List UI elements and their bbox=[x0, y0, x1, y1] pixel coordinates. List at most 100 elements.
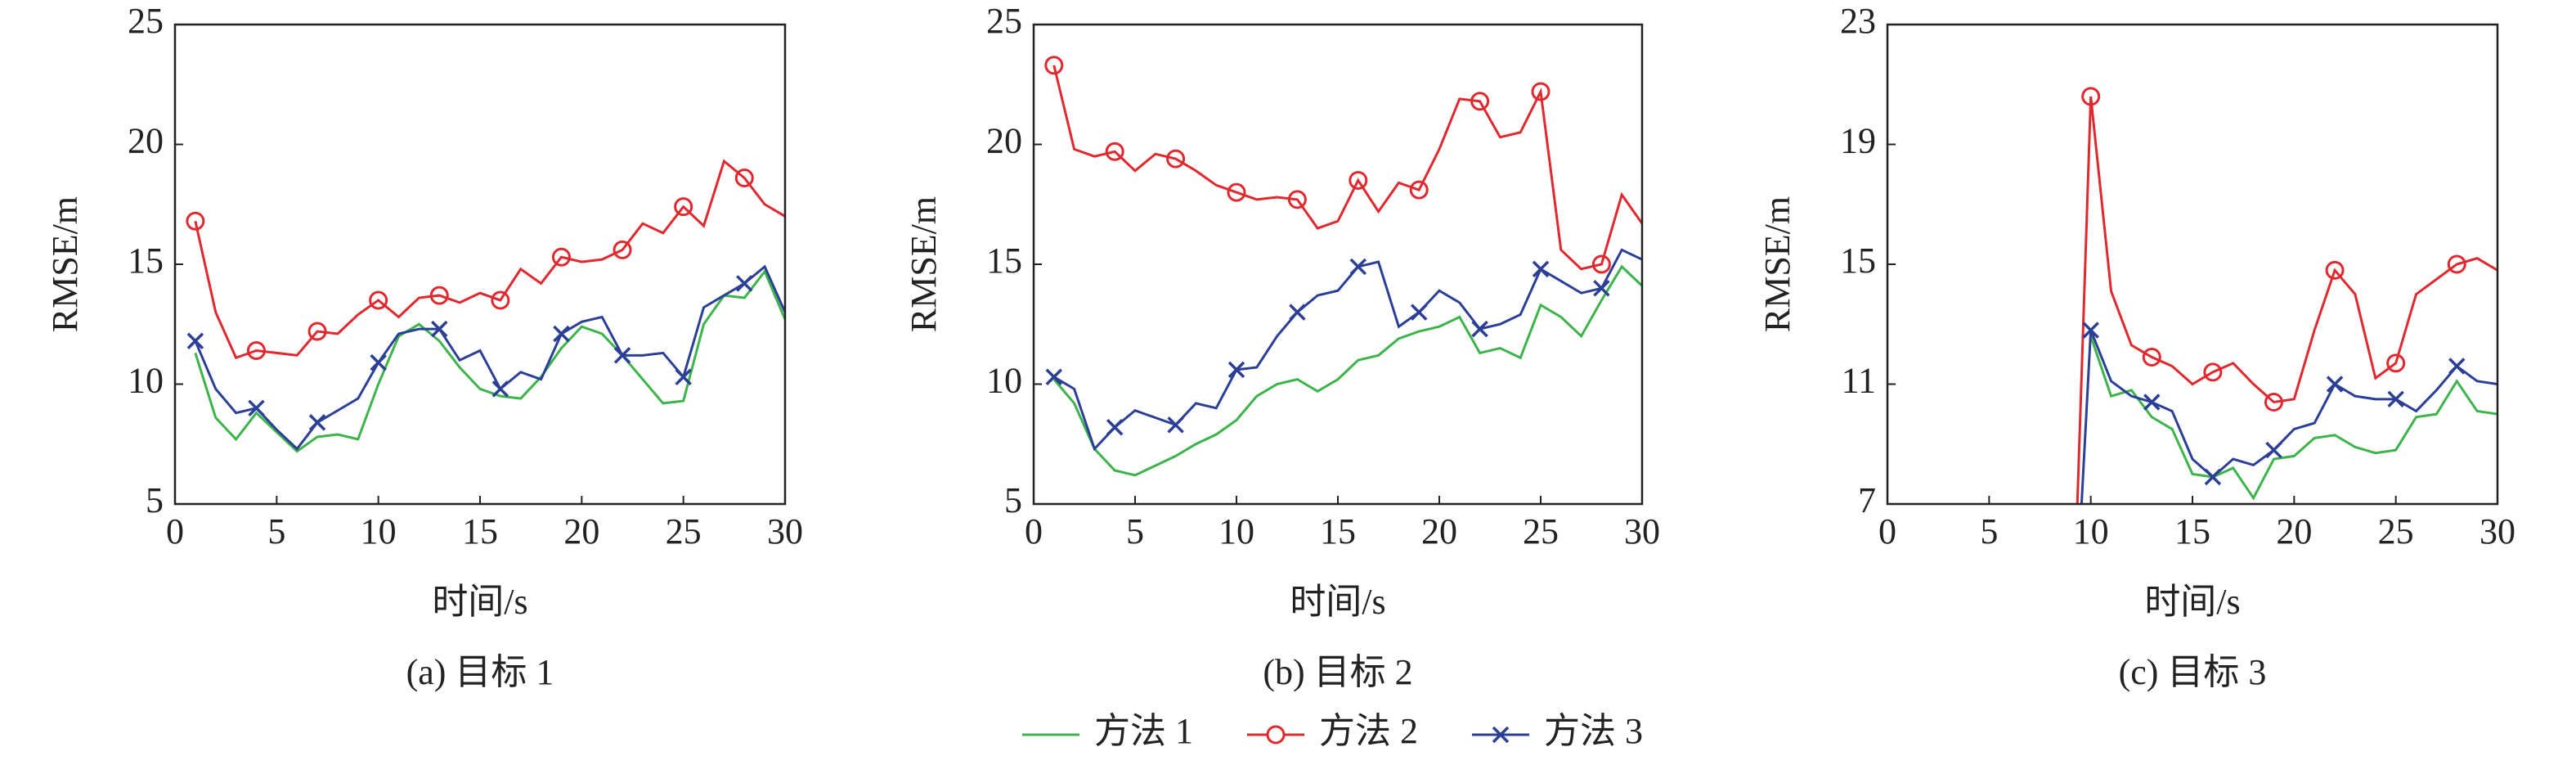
y-tick-label: 20 bbox=[986, 121, 1022, 161]
line-series bbox=[2076, 96, 2497, 504]
plot-area bbox=[194, 159, 785, 453]
y-tick-label: 7 bbox=[1858, 480, 1876, 520]
x-tick-label: 0 bbox=[1878, 511, 1896, 551]
x-tick-label: 25 bbox=[666, 511, 702, 551]
marker bbox=[613, 347, 631, 364]
x-tick-label: 10 bbox=[2073, 511, 2109, 551]
marker bbox=[431, 320, 448, 338]
y-tick-label: 25 bbox=[986, 1, 1022, 41]
marker bbox=[2143, 394, 2161, 411]
legend-label: 方法 1 bbox=[1094, 711, 1193, 751]
x-tick-label: 15 bbox=[1320, 511, 1356, 551]
marker bbox=[186, 211, 205, 231]
x-tick-label: 20 bbox=[2276, 511, 2312, 551]
legend-marker bbox=[1492, 726, 1510, 744]
line-series bbox=[2080, 330, 2497, 504]
marker bbox=[553, 325, 570, 343]
marker bbox=[1106, 419, 1124, 436]
x-tick-label: 15 bbox=[2174, 511, 2210, 551]
marker bbox=[1227, 182, 1246, 202]
marker bbox=[370, 353, 387, 371]
x-axis-label: 时间/s bbox=[432, 582, 527, 622]
marker bbox=[248, 399, 265, 417]
axes-frame bbox=[173, 23, 787, 506]
marker bbox=[2204, 468, 2222, 486]
marker bbox=[1531, 82, 1551, 101]
marker bbox=[1410, 304, 1428, 321]
marker bbox=[1471, 320, 1488, 338]
marker bbox=[1105, 142, 1124, 161]
x-tick-label: 30 bbox=[1624, 511, 1660, 551]
y-tick-label: 19 bbox=[1840, 121, 1876, 161]
marker bbox=[551, 247, 571, 267]
marker bbox=[2387, 390, 2404, 408]
marker bbox=[308, 414, 326, 431]
plot-area bbox=[1052, 65, 1642, 477]
line-series bbox=[194, 268, 785, 453]
caption: (a) 目标 1 bbox=[406, 652, 554, 692]
marker bbox=[1166, 149, 1186, 169]
line-series bbox=[1053, 248, 1642, 452]
marker bbox=[736, 275, 753, 292]
marker bbox=[307, 322, 327, 341]
plot-area bbox=[2076, 96, 2497, 504]
x-tick-label: 30 bbox=[767, 511, 803, 551]
x-tick-label: 20 bbox=[1421, 511, 1457, 551]
y-tick-label: 11 bbox=[1842, 361, 1876, 401]
y-tick-label: 15 bbox=[1840, 241, 1876, 281]
legend-marker bbox=[1266, 725, 1286, 745]
x-tick-label: 5 bbox=[1980, 511, 1998, 551]
y-axis-label: RMSE/m bbox=[1757, 196, 1797, 332]
marker bbox=[2265, 441, 2282, 459]
y-tick-label: 15 bbox=[986, 241, 1022, 281]
y-tick-label: 23 bbox=[1840, 1, 1876, 41]
marker bbox=[613, 240, 632, 259]
marker bbox=[675, 368, 692, 385]
marker bbox=[491, 380, 509, 398]
marker bbox=[674, 197, 693, 217]
y-tick-label: 10 bbox=[128, 361, 164, 401]
x-tick-label: 30 bbox=[2480, 511, 2515, 551]
marker bbox=[491, 290, 510, 310]
marker bbox=[1227, 361, 1245, 379]
marker bbox=[1532, 260, 1550, 278]
marker bbox=[2264, 392, 2283, 412]
y-axis-label: RMSE/m bbox=[45, 196, 85, 332]
caption: (b) 目标 2 bbox=[1263, 652, 1412, 692]
x-axis-label: 时间/s bbox=[2144, 582, 2240, 622]
x-tick-label: 0 bbox=[1025, 511, 1043, 551]
marker bbox=[1593, 280, 1610, 297]
marker bbox=[1167, 416, 1184, 434]
x-tick-label: 20 bbox=[563, 511, 599, 551]
line-series bbox=[2089, 335, 2497, 501]
y-tick-label: 5 bbox=[146, 480, 164, 520]
x-tick-label: 15 bbox=[462, 511, 498, 551]
marker bbox=[2081, 87, 2101, 106]
legend: 方法 1 方法 2 方法 3 bbox=[1022, 711, 1643, 751]
caption: (c) 目标 3 bbox=[2119, 652, 2267, 692]
marker bbox=[2447, 254, 2466, 274]
subplot: 0 5 10 15 20 25 30 7 11 15 19 23 时间/s (c) 目标 3 RMSE/m bbox=[1757, 1, 2515, 692]
axes-frame bbox=[1886, 23, 2499, 506]
marker bbox=[2448, 358, 2466, 375]
marker bbox=[1349, 170, 1368, 190]
marker bbox=[1591, 254, 1611, 274]
marker bbox=[1289, 304, 1306, 321]
line-series bbox=[194, 264, 785, 451]
y-tick-label: 5 bbox=[1004, 480, 1022, 520]
axes-frame bbox=[1032, 23, 1644, 506]
marker bbox=[429, 286, 449, 305]
marker bbox=[1409, 180, 1429, 200]
marker bbox=[2142, 348, 2161, 367]
marker bbox=[2203, 362, 2223, 382]
marker bbox=[2386, 353, 2406, 373]
marker bbox=[1470, 92, 1490, 111]
legend-label: 方法 3 bbox=[1544, 711, 1643, 751]
line-series bbox=[194, 159, 785, 360]
marker bbox=[2082, 322, 2099, 339]
y-tick-label: 15 bbox=[128, 241, 164, 281]
line-series bbox=[1052, 264, 1642, 477]
marker bbox=[2326, 376, 2344, 393]
x-tick-label: 5 bbox=[267, 511, 285, 551]
